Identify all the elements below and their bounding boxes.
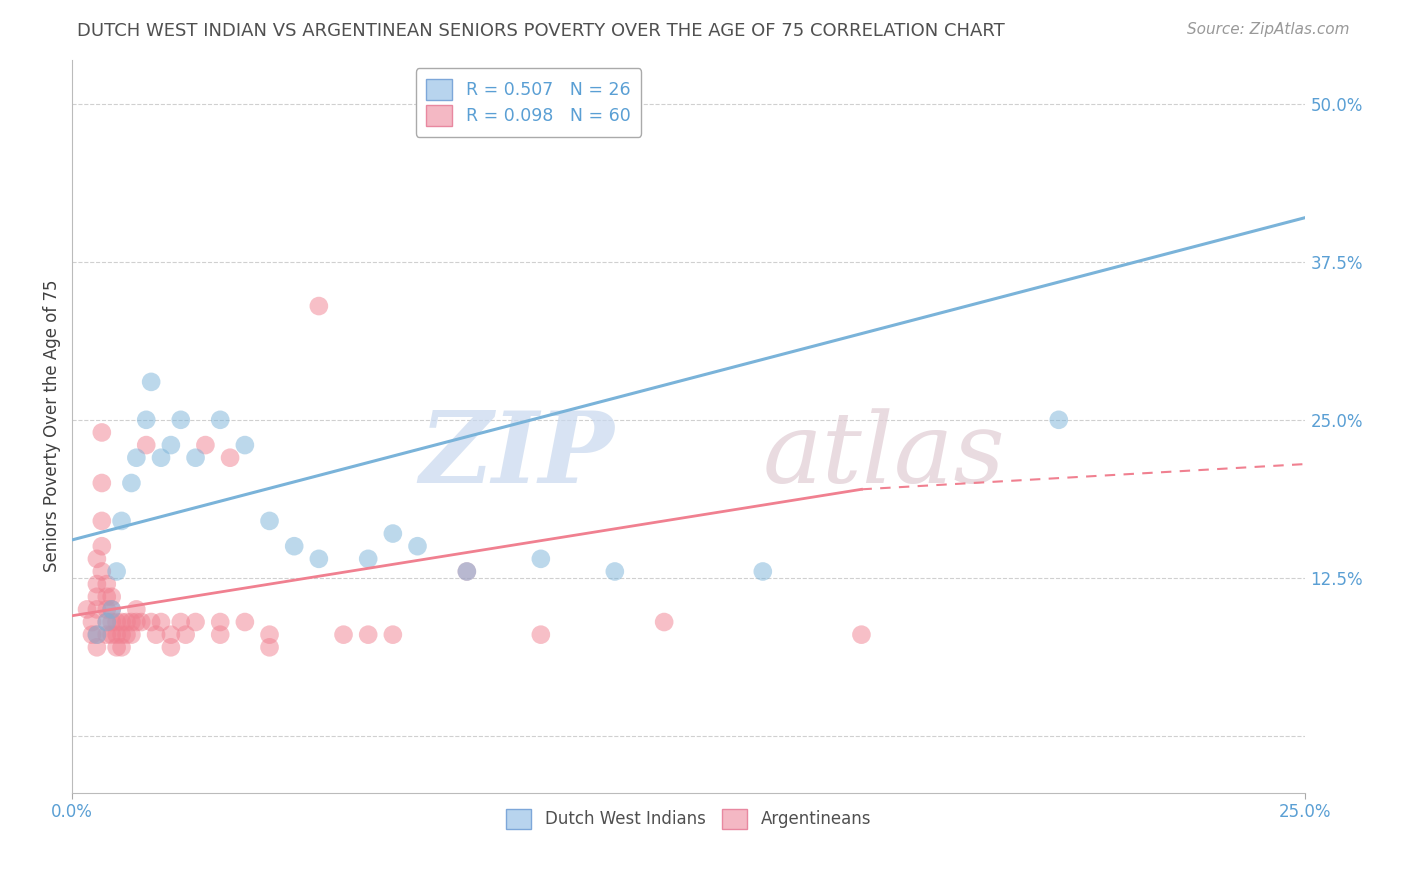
Point [96, 590, 118, 604]
Point [209, 628, 232, 642]
Point [105, 615, 128, 629]
Point [100, 602, 122, 616]
Point [170, 615, 193, 629]
Point [110, 640, 132, 655]
Point [357, 628, 380, 642]
Point [120, 615, 142, 629]
Point [80, 615, 103, 629]
Point [120, 628, 142, 642]
Point [129, 615, 152, 629]
Point [174, 628, 197, 642]
Point [308, 551, 330, 566]
Point [530, 551, 553, 566]
Point [283, 539, 305, 553]
Point [219, 450, 242, 465]
Point [652, 615, 675, 629]
Point [135, 438, 157, 452]
Point [90, 539, 112, 553]
Text: atlas: atlas [763, 408, 1005, 503]
Point [308, 299, 330, 313]
Point [86, 628, 108, 642]
Point [160, 438, 183, 452]
Point [96, 628, 118, 642]
Point [135, 413, 157, 427]
Point [170, 413, 193, 427]
Point [105, 640, 128, 655]
Point [100, 590, 122, 604]
Point [86, 590, 108, 604]
Point [141, 615, 163, 629]
Point [96, 577, 118, 591]
Point [86, 577, 108, 591]
Point [110, 514, 132, 528]
Point [209, 615, 232, 629]
Point [105, 565, 128, 579]
Point [259, 640, 281, 655]
Point [90, 475, 112, 490]
Point [150, 615, 173, 629]
Point [86, 602, 108, 616]
Point [603, 565, 626, 579]
Point [160, 640, 183, 655]
Point [259, 628, 281, 642]
Point [851, 628, 873, 642]
Point [456, 565, 478, 579]
Point [233, 438, 256, 452]
Point [86, 551, 108, 566]
Point [209, 413, 232, 427]
Point [125, 615, 148, 629]
Point [233, 615, 256, 629]
Point [259, 514, 281, 528]
Point [381, 526, 404, 541]
Point [381, 628, 404, 642]
Point [86, 628, 108, 642]
Point [100, 628, 122, 642]
Point [150, 450, 173, 465]
Y-axis label: Seniors Poverty Over the Age of 75: Seniors Poverty Over the Age of 75 [44, 280, 60, 573]
Point [141, 375, 163, 389]
Point [184, 615, 207, 629]
Text: ZIP: ZIP [420, 408, 614, 504]
Point [115, 628, 138, 642]
Point [184, 450, 207, 465]
Point [1047, 413, 1070, 427]
Point [100, 615, 122, 629]
Text: DUTCH WEST INDIAN VS ARGENTINEAN SENIORS POVERTY OVER THE AGE OF 75 CORRELATION : DUTCH WEST INDIAN VS ARGENTINEAN SENIORS… [77, 22, 1005, 40]
Point [125, 602, 148, 616]
Point [456, 565, 478, 579]
Point [80, 628, 103, 642]
Point [96, 602, 118, 616]
Point [160, 628, 183, 642]
Point [76, 602, 98, 616]
Point [105, 628, 128, 642]
Point [530, 628, 553, 642]
Point [90, 425, 112, 440]
Point [194, 438, 217, 452]
Point [90, 565, 112, 579]
Point [110, 615, 132, 629]
Point [145, 628, 167, 642]
Point [96, 615, 118, 629]
Point [332, 628, 354, 642]
Point [115, 615, 138, 629]
Point [120, 475, 142, 490]
Point [96, 615, 118, 629]
Text: Source: ZipAtlas.com: Source: ZipAtlas.com [1187, 22, 1350, 37]
Point [406, 539, 429, 553]
Point [100, 602, 122, 616]
Point [357, 551, 380, 566]
Legend: Dutch West Indians, Argentineans: Dutch West Indians, Argentineans [499, 802, 877, 836]
Point [125, 450, 148, 465]
Point [86, 640, 108, 655]
Point [110, 628, 132, 642]
Point [752, 565, 775, 579]
Point [90, 514, 112, 528]
